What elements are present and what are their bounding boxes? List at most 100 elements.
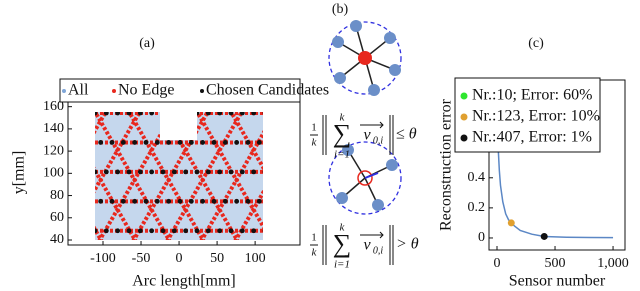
mesh-dot: [274, 228, 279, 233]
mesh-dot: [291, 199, 296, 204]
mesh-dot: [194, 112, 200, 116]
mesh-dot: [81, 111, 86, 116]
mesh-dot: [353, 228, 358, 233]
sum-sign: ∑: [333, 229, 352, 258]
mesh-dot: [302, 199, 307, 204]
mesh-dot: [314, 199, 319, 204]
mesh-dot: [228, 169, 234, 175]
mesh-dot: [205, 228, 211, 234]
mesh-dot: [222, 140, 228, 145]
y-axis-label: y[mm]: [11, 151, 28, 195]
mesh-dot: [70, 111, 75, 116]
y-tick-label: 60: [50, 210, 64, 225]
mesh-dot: [183, 228, 189, 234]
mesh-dot: [200, 258, 205, 263]
mesh-dot: [160, 112, 166, 116]
mesh-dot: [160, 228, 166, 234]
mesh-dot: [262, 169, 263, 175]
node-diagram-top: [328, 20, 402, 96]
norm-bars: [322, 115, 394, 155]
mesh-dot: [120, 140, 126, 145]
vector-arrow: [360, 121, 384, 129]
mesh-dot: [98, 198, 104, 204]
mesh-dot: [211, 140, 217, 145]
mesh-dot: [143, 140, 149, 145]
mesh-dot: [149, 169, 155, 175]
mesh-dot: [387, 111, 392, 116]
mesh-dot: [404, 199, 409, 204]
mesh-dot: [438, 258, 443, 263]
mesh-dot: [353, 111, 358, 116]
fraction-numerator: 1: [311, 232, 317, 244]
mesh-dot: [194, 228, 200, 234]
mesh-edge: [95, 112, 177, 240]
x-tick-label: 50: [210, 251, 224, 266]
mesh-dot: [234, 198, 240, 204]
y-tick-label: 0: [478, 230, 485, 245]
mesh-dot: [222, 198, 228, 204]
mesh-dot: [115, 112, 121, 116]
mesh-dot: [171, 228, 177, 234]
mesh-dot: [256, 198, 262, 204]
mesh-dot: [308, 169, 313, 174]
mesh-dot: [188, 198, 194, 204]
vector-subscript: 0,i: [373, 135, 384, 146]
mesh-dot: [239, 169, 245, 175]
mesh-dot: [132, 198, 138, 204]
mesh-dot: [211, 198, 217, 204]
mesh-dot: [268, 199, 273, 204]
mesh-dot: [359, 258, 364, 263]
mesh-dot: [404, 81, 409, 86]
mesh-dot: [95, 112, 98, 116]
mesh-dot: [285, 111, 290, 116]
mesh-dot: [427, 199, 432, 204]
mesh-dot: [137, 228, 143, 234]
mesh-dot: [280, 140, 285, 145]
mesh-dot: [228, 112, 234, 116]
mesh-dot: [126, 169, 132, 175]
fraction-numerator: 1: [311, 122, 317, 134]
mesh-dot: [205, 112, 211, 116]
mesh-dot: [245, 140, 251, 145]
mesh-dot: [42, 199, 47, 204]
mesh-edge: [95, 112, 109, 240]
mesh-dot: [166, 258, 171, 263]
mesh-dot: [393, 81, 398, 86]
mesh-dot: [137, 112, 143, 116]
mesh-dot: [297, 169, 302, 174]
mesh-dot: [36, 169, 41, 174]
y-tick-label: 160: [43, 99, 64, 114]
mesh-dot: [217, 112, 223, 116]
highlight-point: [507, 219, 515, 227]
error-curve: [497, 147, 614, 239]
mesh-dot: [331, 111, 336, 116]
x-tick-label: 100: [245, 251, 266, 266]
plot-area: [494, 144, 614, 240]
mesh-dot: [376, 111, 381, 116]
mesh-dot: [393, 258, 398, 263]
mesh-dot: [262, 228, 263, 234]
sum-sign: ∑: [333, 119, 352, 148]
legend-label: Chosen Candidates: [206, 82, 329, 99]
mesh-dot: [121, 258, 126, 263]
mesh-dot: [285, 169, 290, 174]
mesh-edge: [228, 112, 263, 240]
condition-relation: ≤ θ: [396, 126, 417, 143]
mesh-dot: [421, 228, 426, 233]
mesh-dot: [36, 228, 41, 233]
mesh-dot: [348, 199, 353, 204]
mesh-dot: [120, 198, 126, 204]
y-tick-label: 0.4: [468, 170, 486, 185]
mesh-dot: [302, 140, 307, 145]
mesh-dot: [103, 228, 109, 234]
mesh-dot: [115, 228, 121, 234]
mesh-edge: [126, 112, 211, 240]
panel-title: (c): [528, 36, 544, 51]
condition-relation: > θ: [396, 236, 419, 253]
mesh-dot: [353, 169, 358, 174]
mesh-dot: [382, 81, 387, 86]
mesh-background: [95, 112, 263, 240]
mesh-dot: [177, 140, 183, 145]
mesh-dot: [25, 228, 30, 233]
mesh-dot: [70, 228, 75, 233]
